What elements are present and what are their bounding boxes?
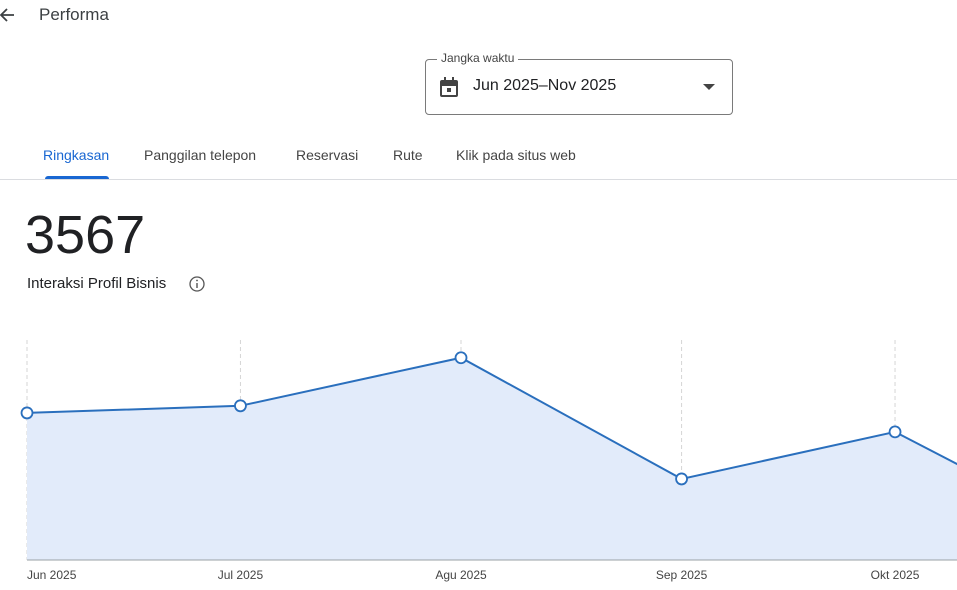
x-tick-label: Jul 2025 bbox=[218, 568, 264, 582]
x-tick-label: Sep 2025 bbox=[656, 568, 708, 582]
tab[interactable]: Klik pada situs web bbox=[456, 147, 576, 163]
line bbox=[26, 356, 957, 480]
back-arrow[interactable] bbox=[0, 8, 14, 22]
tab[interactable]: Rute bbox=[393, 147, 423, 163]
tab[interactable]: Reservasi bbox=[296, 147, 359, 163]
point bbox=[888, 425, 902, 439]
calendar-icon bbox=[440, 77, 458, 97]
page-title: Performa bbox=[39, 5, 109, 24]
tab[interactable]: Ringkasan bbox=[43, 147, 110, 163]
x-tick-label: Jun 2025 bbox=[27, 568, 77, 582]
date-range-value: Jun 2025–Nov 2025 bbox=[473, 77, 617, 94]
date-range-field[interactable] bbox=[425, 59, 733, 115]
tab-indicator bbox=[45, 176, 109, 179]
point bbox=[675, 472, 688, 486]
tab[interactable]: Panggilan telepon bbox=[144, 147, 257, 163]
point bbox=[454, 351, 468, 365]
date-range-label: Jangka waktu bbox=[437, 51, 519, 65]
point bbox=[20, 406, 34, 420]
divider bbox=[0, 179, 957, 180]
dropdown-arrow[interactable] bbox=[703, 84, 715, 90]
point bbox=[234, 399, 247, 413]
area bbox=[27, 357, 957, 560]
info-icon[interactable] bbox=[189, 276, 205, 292]
x-tick-label: Agu 2025 bbox=[435, 568, 487, 582]
total-value: 3567 bbox=[25, 205, 146, 265]
total-caption: Interaksi Profil Bisnis bbox=[27, 275, 167, 292]
x-tick-label: Okt 2025 bbox=[871, 568, 920, 582]
